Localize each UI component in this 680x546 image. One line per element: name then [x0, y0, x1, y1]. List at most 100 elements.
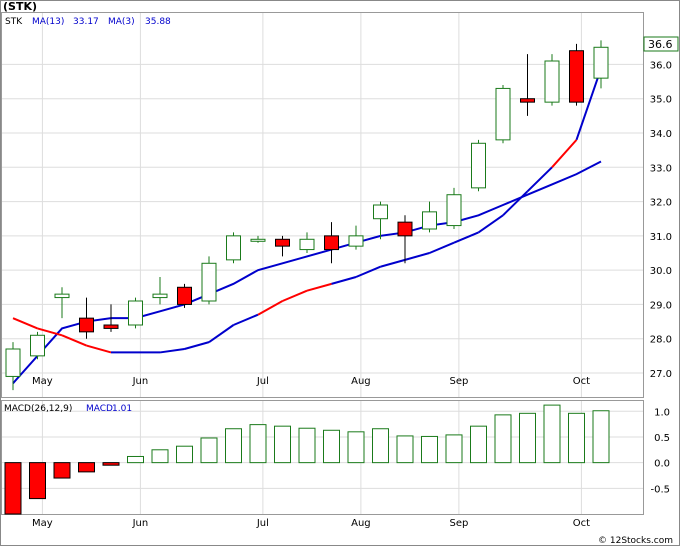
ma3-segment [86, 344, 112, 354]
macd-bar [249, 424, 267, 464]
ma3-segment [257, 300, 283, 316]
price-y-tick-label: 33.0 [650, 163, 672, 174]
ma3-segment [61, 334, 87, 347]
chart-title: (STK) [3, 0, 37, 13]
candle [177, 283, 192, 308]
candle-body [275, 238, 290, 247]
macd-bar [323, 429, 340, 464]
candle [544, 54, 560, 106]
candle-body [422, 211, 437, 230]
candle [446, 187, 462, 229]
macd-y-tick-label: -0.5 [650, 484, 670, 495]
price-x-tick-label: Oct [573, 376, 590, 387]
macd-bar [445, 434, 463, 464]
macd-x-tick-label: Oct [573, 518, 590, 529]
candle [128, 297, 143, 329]
candle [275, 235, 290, 257]
macd-bar [298, 427, 316, 464]
candle-body [569, 50, 584, 103]
macd-x-tick-label: Aug [351, 518, 371, 529]
price-y-tick-label: 35.0 [650, 95, 672, 106]
price-grid [2, 13, 643, 397]
macd-bar [127, 455, 144, 464]
price-x-tick-label: Jul [256, 376, 269, 387]
macd-bar [421, 435, 438, 464]
ma3-segment [208, 324, 235, 343]
ma13-legend-label: MA(13) [32, 17, 64, 27]
macd-bar [568, 412, 585, 464]
macd-x-tick-label: Sep [449, 518, 468, 529]
ma3-segment [526, 166, 553, 193]
price-y-tick-label: 34.0 [650, 129, 672, 140]
macd-bar [151, 449, 169, 464]
price-y-tick-label: 28.0 [650, 335, 672, 346]
last-price-marker: 36.6 [643, 36, 679, 52]
candles [5, 40, 609, 391]
candle-body [30, 334, 45, 357]
candle [593, 40, 609, 89]
price-y-tick-label: 32.0 [650, 198, 672, 209]
macd-bar [225, 428, 242, 464]
ma13-legend-value: 33.17 [73, 17, 99, 27]
candle [152, 277, 168, 305]
candle [5, 342, 21, 391]
ma3-segment [551, 139, 578, 168]
candle [422, 201, 437, 233]
price-y-tick-label: 27.0 [650, 369, 672, 380]
candle [103, 304, 119, 332]
candle-body [226, 235, 241, 261]
candle-body [250, 238, 266, 242]
macd-bar [592, 410, 610, 464]
ma-legend: MA(13) 33.17 MA(3) 35.88 [32, 17, 171, 27]
ma3-segment [282, 289, 308, 302]
candle-body [152, 293, 168, 299]
ma3-segment [429, 241, 455, 254]
macd-bar [372, 428, 389, 464]
price-y-tick-label: 36.0 [650, 60, 672, 71]
candle-body [103, 324, 119, 329]
candle-body [593, 46, 609, 79]
ma3-segment [502, 190, 529, 217]
ma3-segment [233, 313, 259, 326]
macd-bar [519, 412, 536, 464]
macd-title: MACD(26,12,9) [4, 404, 72, 414]
last-price-box [643, 36, 679, 52]
macd-bar [543, 404, 561, 464]
price-x-tick-label: Sep [449, 376, 468, 387]
price-x-tick-label: May [32, 376, 53, 387]
macd-panel-frame [1, 400, 644, 515]
candle-body [373, 204, 388, 220]
last-price-label: 36.6 [648, 38, 673, 51]
macd-bar [494, 414, 512, 464]
candle [250, 235, 266, 243]
price-x-tick-label: Aug [351, 376, 371, 387]
candle [324, 222, 339, 264]
ma3-segment [404, 252, 430, 261]
candle-body [177, 286, 192, 305]
candle [569, 43, 584, 106]
candle [397, 215, 413, 264]
macd-x-axis: May Jun Jul Aug Sep Oct [32, 518, 590, 529]
price-y-tick-label: 30.0 [650, 266, 672, 277]
ma3-segment [355, 265, 381, 278]
ma3-segment [453, 231, 479, 244]
price-panel-frame [1, 12, 644, 398]
candle-body [79, 317, 94, 333]
macd-y-tick-label: 0.5 [654, 433, 670, 444]
macd-bar [53, 462, 71, 479]
macd-legend-value: 1.01 [112, 404, 132, 414]
ma3-segment [575, 68, 602, 141]
ma3-legend-value: 35.88 [145, 17, 171, 27]
candle [299, 232, 315, 253]
ma3-segment [306, 282, 332, 292]
candle-body [5, 348, 21, 377]
candle-body [54, 293, 70, 299]
candle [373, 201, 388, 240]
candle [495, 85, 511, 144]
candle-body [397, 221, 413, 237]
price-x-tick-label: Jun [132, 376, 149, 387]
candle-body [348, 235, 364, 247]
candle [54, 287, 70, 319]
macd-bar [102, 462, 120, 466]
macd-x-tick-label: Jul [256, 518, 269, 529]
